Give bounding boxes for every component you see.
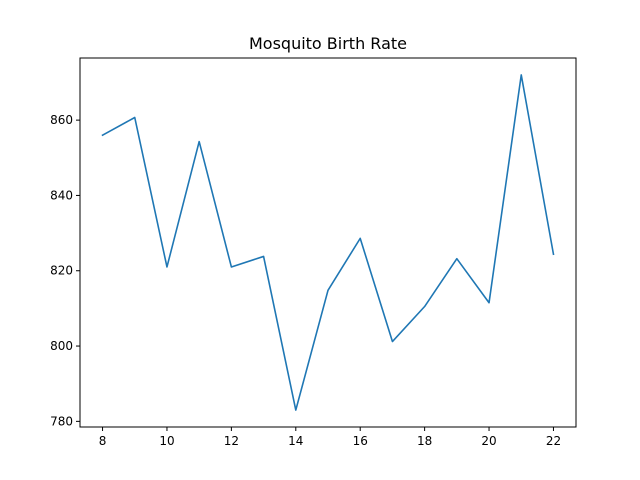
x-tick-label: 14 — [288, 434, 303, 448]
y-tick-label: 820 — [50, 264, 73, 278]
y-tick-label: 780 — [50, 414, 73, 428]
x-tick-label: 20 — [481, 434, 496, 448]
x-tick-label: 22 — [546, 434, 561, 448]
chart-title: Mosquito Birth Rate — [249, 34, 407, 53]
y-tick-label: 860 — [50, 113, 73, 127]
x-tick-label: 12 — [224, 434, 239, 448]
axes-frame — [79, 57, 577, 428]
plot-area — [101, 74, 555, 411]
y-tick-label: 800 — [50, 339, 73, 353]
series-line-1 — [101, 74, 555, 411]
x-tick-label: 10 — [159, 434, 174, 448]
y-tick-label: 840 — [50, 188, 73, 202]
axes: 8 10 12 14 16 18 20 22 780 800 820 840 860 — [50, 57, 577, 448]
x-tick-label: 8 — [99, 434, 107, 448]
x-tick-label: 16 — [353, 434, 368, 448]
x-tick-label: 18 — [417, 434, 432, 448]
